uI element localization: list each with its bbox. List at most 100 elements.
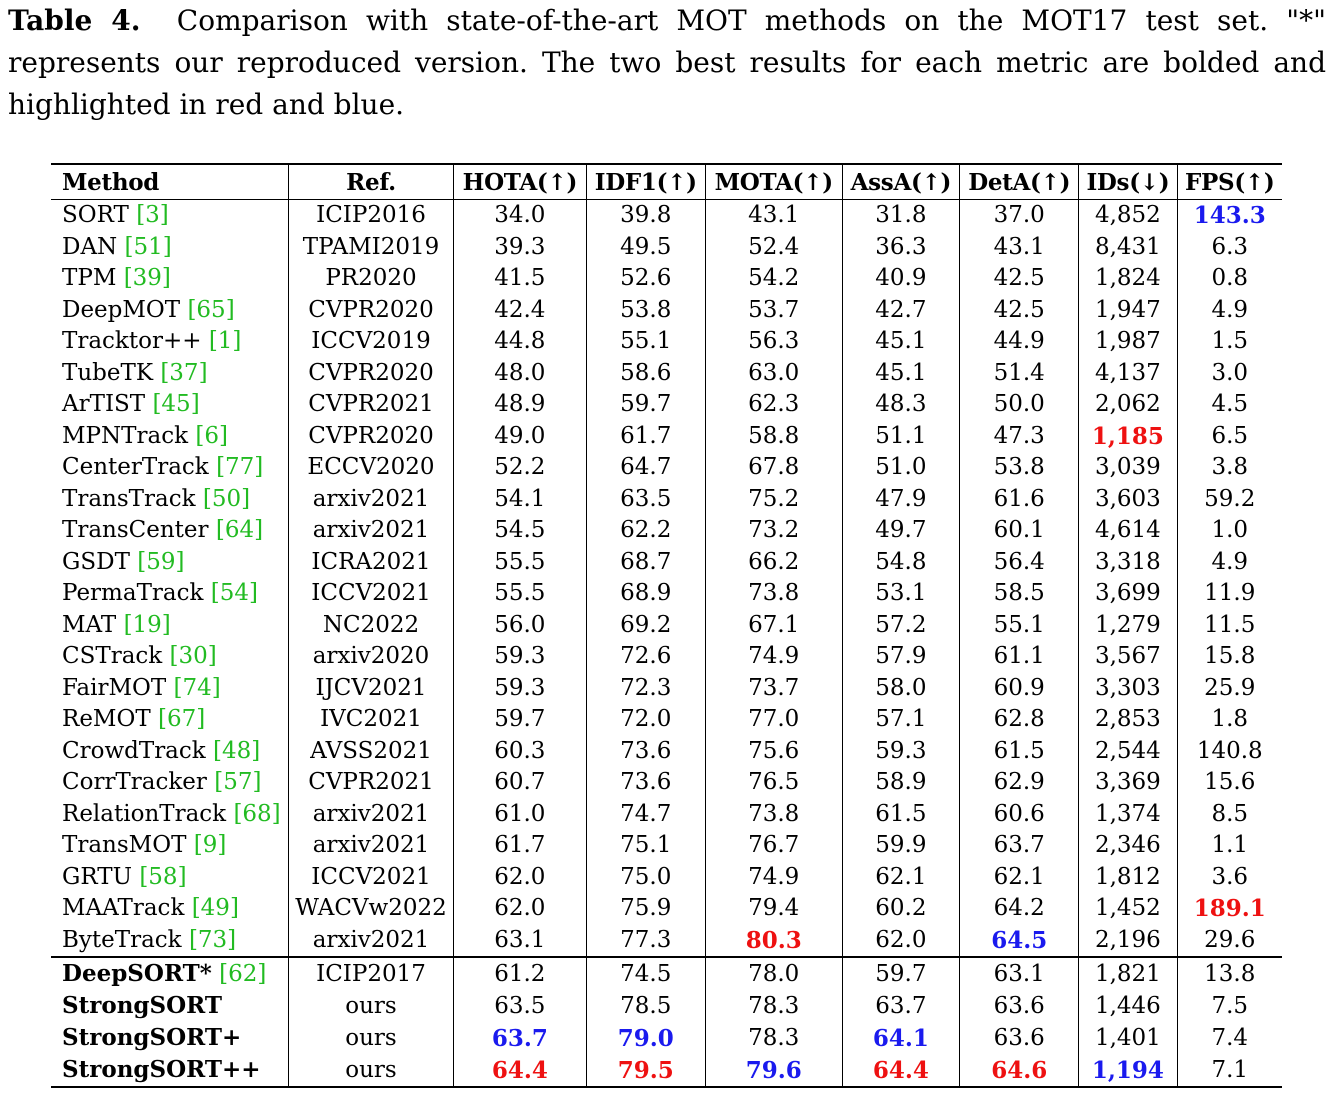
mota-cell: 62.3 <box>705 389 843 421</box>
method-cell: TransTrack [50] <box>51 483 289 515</box>
citation-link[interactable]: [45] <box>152 391 200 418</box>
method-cell: CrowdTrack [48] <box>51 735 289 767</box>
citation-link[interactable]: [59] <box>137 548 185 575</box>
method-name: MPNTrack <box>62 422 189 449</box>
citation-link[interactable]: [73] <box>188 926 237 953</box>
method-name: StrongSORT <box>62 992 222 1019</box>
citation-link[interactable]: [62] <box>219 961 267 987</box>
mota-cell: 43.1 <box>705 199 843 232</box>
citation-link[interactable]: [65] <box>187 296 235 323</box>
citation-link[interactable]: [9] <box>193 832 227 859</box>
method-name: TubeTK <box>62 359 154 386</box>
citation-link[interactable]: [68] <box>233 800 281 827</box>
ids-cell: 2,196 <box>1078 924 1178 957</box>
method-name: TransMOT <box>62 832 187 859</box>
header-mota: MOTA(↑) <box>705 164 843 200</box>
table-row: TransCenter [64] arxiv2021 54.5 62.2 73.2 49.… <box>51 515 1282 547</box>
table-row: ReMOT [67] IVC2021 59.7 72.0 77.0 57.1 62.8 2,8… <box>51 704 1282 736</box>
method-name: MAATrack <box>62 895 185 922</box>
mota-cell: 78.3 <box>705 1022 843 1054</box>
mota-cell: 76.5 <box>705 767 843 799</box>
fps-cell: 6.5 <box>1211 422 1249 449</box>
assa-cell: 48.3 <box>842 389 961 421</box>
citation-link[interactable]: [77] <box>216 454 264 481</box>
mota-cell: 80.3 <box>705 924 843 957</box>
fps-cell: 6.3 <box>1211 233 1249 260</box>
method-cell: DAN [51] <box>51 231 289 263</box>
method-cell: ByteTrack [73] <box>51 924 289 957</box>
citation-link[interactable]: [51] <box>124 233 172 260</box>
assa-cell: 57.2 <box>842 609 961 641</box>
assa-cell: 58.9 <box>842 767 961 799</box>
deta-cell: 60.9 <box>959 672 1080 704</box>
ids-cell: 2,544 <box>1078 735 1178 767</box>
ref-cell: arxiv2021 <box>288 483 454 515</box>
fps-cell: 8.5 <box>1211 800 1249 827</box>
citation-link[interactable]: [57] <box>214 769 262 796</box>
table-container: Method Ref. HOTA(↑) IDF1(↑) MOTA(↑) AssA… <box>51 163 1282 1088</box>
table-row: FairMOT [74] IJCV2021 59.3 72.3 73.7 58.0 60.9… <box>51 672 1282 704</box>
citation-link[interactable]: [30] <box>169 643 217 670</box>
citation-link[interactable]: [54] <box>210 580 258 607</box>
citation-link[interactable]: [48] <box>213 737 261 764</box>
fps-cell: 189.1 <box>1193 895 1266 923</box>
idf1-cell: 78.5 <box>586 990 706 1022</box>
ref-cell: ICCV2021 <box>288 578 454 610</box>
citation-link[interactable]: [39] <box>123 265 171 292</box>
idf1-cell: 73.6 <box>586 735 706 767</box>
citation-link[interactable]: [1] <box>208 328 242 355</box>
citation-link[interactable]: [50] <box>202 485 251 512</box>
ref-cell: arxiv2021 <box>288 830 454 862</box>
table-row: GSDT [59] ICRA2021 55.5 68.7 66.2 54.8 56.4 3,3… <box>51 546 1282 578</box>
citation-link[interactable]: [19] <box>123 611 171 638</box>
fps-cell: 0.8 <box>1211 265 1249 292</box>
hota-cell: 52.2 <box>453 452 587 484</box>
fps-cell: 3.6 <box>1211 863 1249 890</box>
fps-cell: 4.9 <box>1211 296 1249 323</box>
fps-cell: 7.4 <box>1211 1024 1249 1051</box>
ids-cell: 2,853 <box>1078 704 1178 736</box>
caption-label: Table 4. <box>8 4 141 37</box>
idf1-cell: 73.6 <box>586 767 706 799</box>
citation-link[interactable]: [67] <box>158 706 206 733</box>
ids-cell: 3,303 <box>1078 672 1178 704</box>
mota-cell: 73.8 <box>705 578 843 610</box>
ref-cell: PR2020 <box>288 263 454 295</box>
citation-link[interactable]: [58] <box>139 863 187 890</box>
header-ref: Ref. <box>288 164 454 200</box>
assa-cell: 58.0 <box>842 672 961 704</box>
citation-link[interactable]: [74] <box>173 674 221 701</box>
citation-link[interactable]: [3] <box>136 202 169 229</box>
idf1-cell: 74.7 <box>586 798 706 830</box>
table-row: ArTIST [45] CVPR2021 48.9 59.7 62.3 48.3 50.0 2… <box>51 389 1282 421</box>
table-row: TransMOT [9] arxiv2021 61.7 75.1 76.7 59.9 63.… <box>51 830 1282 862</box>
idf1-cell: 63.5 <box>586 483 706 515</box>
table-row: DeepMOT [65] CVPR2020 42.4 53.8 53.7 42.7 42.5… <box>51 294 1282 326</box>
hota-cell: 41.5 <box>453 263 587 295</box>
method-name: ArTIST <box>62 391 146 418</box>
method-name: Tracktor++ <box>62 328 202 355</box>
table-row: TransTrack [50] arxiv2021 54.1 63.5 75.2 47.9… <box>51 483 1282 515</box>
deta-cell: 64.2 <box>959 893 1080 925</box>
fps-cell: 59.2 <box>1204 485 1256 512</box>
method-name: CorrTracker <box>62 769 207 796</box>
ids-cell: 3,369 <box>1078 767 1178 799</box>
comparison-table: Method Ref. HOTA(↑) IDF1(↑) MOTA(↑) AssA… <box>51 163 1282 1088</box>
deta-cell: 60.6 <box>959 798 1080 830</box>
table-row: TPM [39] PR2020 41.5 52.6 54.2 40.9 42.5 1,824 0… <box>51 263 1282 295</box>
citation-link[interactable]: [37] <box>160 359 208 386</box>
idf1-cell: 62.2 <box>586 515 706 547</box>
deta-cell: 63.7 <box>959 830 1080 862</box>
mota-cell: 53.7 <box>705 294 843 326</box>
deta-cell: 55.1 <box>959 609 1080 641</box>
method-name: DeepMOT <box>62 296 181 323</box>
citation-link[interactable]: [6] <box>195 422 228 449</box>
mota-cell: 73.2 <box>705 515 843 547</box>
ref-cell: IJCV2021 <box>288 672 454 704</box>
citation-link[interactable]: [49] <box>191 895 239 922</box>
ref-cell: ours <box>288 1054 454 1088</box>
mota-cell: 58.8 <box>705 420 843 452</box>
ids-cell: 1,374 <box>1078 798 1178 830</box>
citation-link[interactable]: [64] <box>215 517 264 544</box>
fps-cell: 29.6 <box>1204 926 1256 953</box>
